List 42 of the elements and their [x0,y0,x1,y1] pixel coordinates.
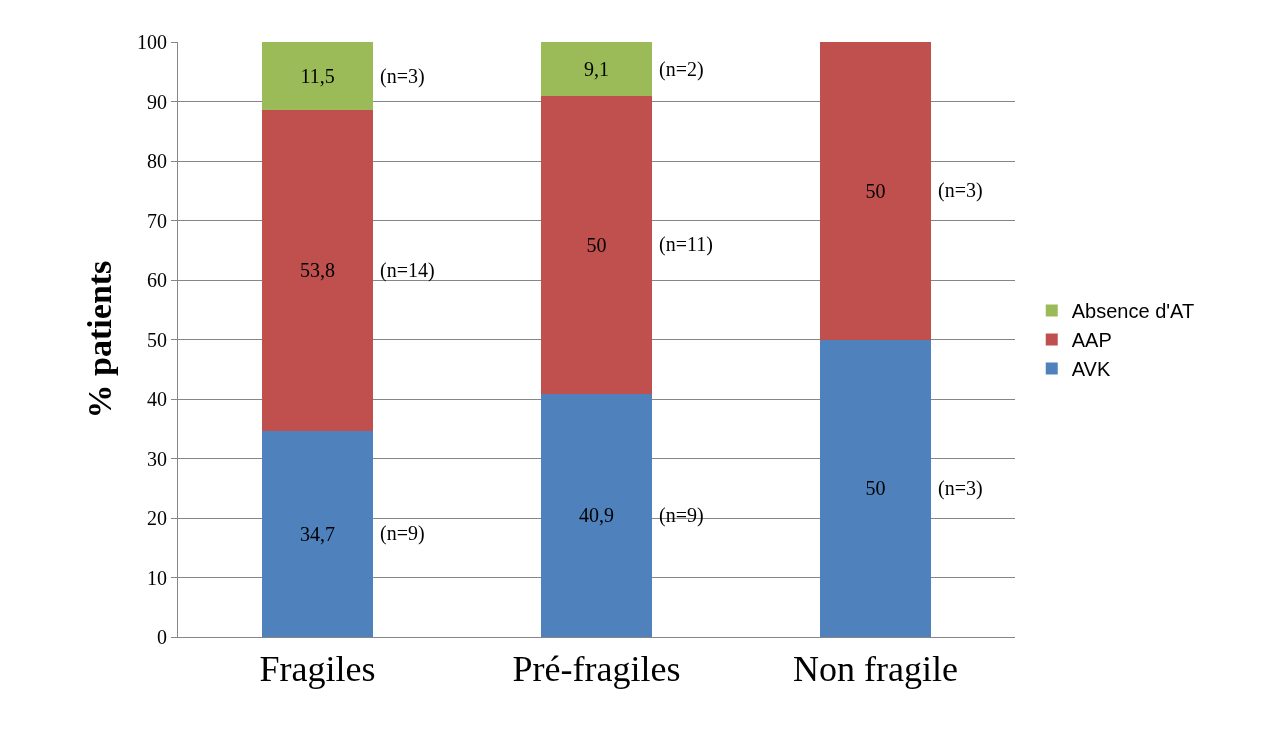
annotation: (n=14) [380,259,435,282]
annotation: (n=9) [380,522,425,545]
x-tick-label: Pré-fragiles [512,649,681,690]
y-tick-label: 0 [157,626,167,648]
y-tick-label: 90 [147,90,167,113]
data-label: 53,8 [300,259,335,282]
annotation: (n=3) [380,65,425,88]
y-tick-label: 30 [147,447,167,470]
y-tick-label: 40 [147,388,167,410]
data-label: 11,5 [300,65,335,88]
bar [540,393,653,637]
legend-label: Absence d'AT [1071,300,1195,323]
data-label: 34,7 [300,522,335,545]
y-tick-label: 100 [137,31,167,53]
bar [261,430,374,637]
x-tick-label: Fragiles [259,649,376,690]
data-label: 40,9 [579,504,614,527]
bar [540,96,653,394]
legend-label: AVK [1071,358,1111,381]
annotation: (n=11) [659,233,713,256]
annotation: (n=9) [659,504,704,527]
annotation: (n=3) [938,179,983,202]
bar [261,110,374,431]
bar [819,339,932,637]
y-tick-label: 80 [147,150,167,172]
y-tick-label: 70 [147,209,167,232]
bar [819,42,932,340]
annotation: (n=2) [659,58,704,81]
bar [540,42,653,97]
y-tick-label: 20 [147,507,167,529]
data-label: 9,1 [584,58,609,81]
bar [261,42,374,111]
y-axis-title: % patients [80,260,118,419]
annotation: (n=3) [938,477,983,500]
data-label: 50 [586,233,607,256]
data-label: 50 [865,179,886,202]
legend-label: AAP [1071,329,1112,352]
y-tick-label: 10 [147,566,167,589]
x-tick-label: Non fragile [793,649,958,690]
y-tick-label: 60 [147,269,167,291]
data-label: 50 [865,477,886,500]
y-tick-label: 50 [147,328,167,351]
